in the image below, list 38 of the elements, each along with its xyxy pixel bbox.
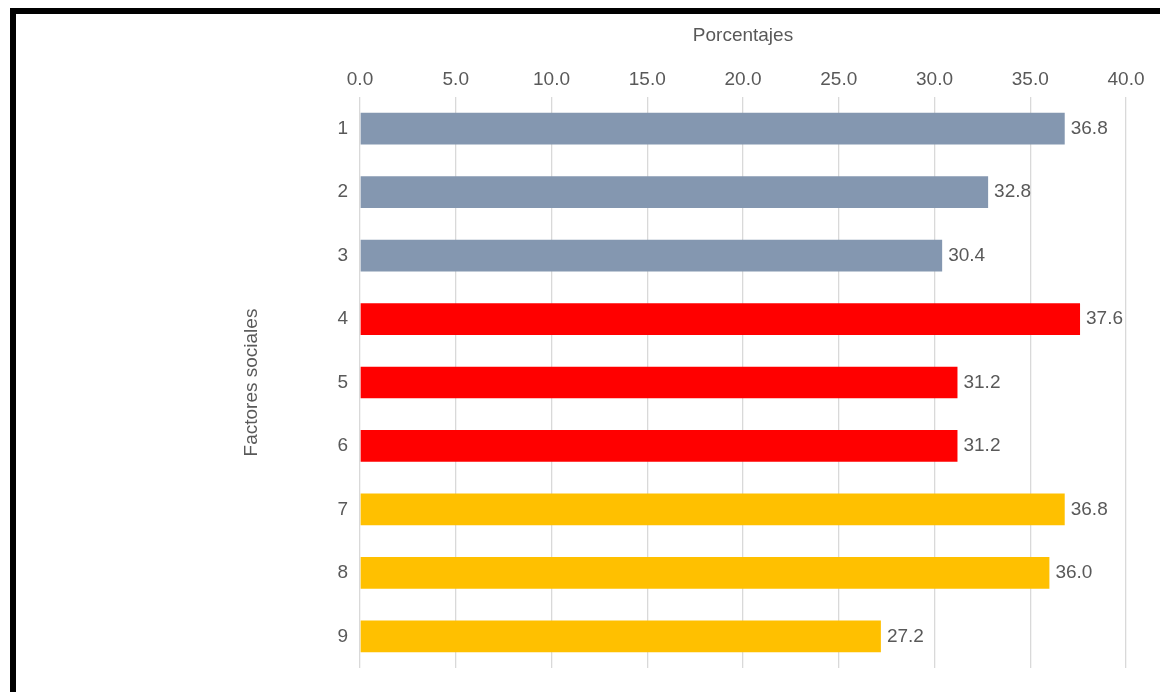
data-label: 36.8 [1070, 497, 1108, 519]
y-tick-label: 2 [337, 180, 348, 202]
data-label: 31.2 [963, 434, 1001, 456]
data-label: 27.2 [886, 624, 924, 646]
y-tick-label: 9 [337, 624, 348, 646]
bar [360, 620, 881, 653]
y-tick-label: 6 [337, 434, 348, 456]
x-tick-label: 25.0 [820, 67, 858, 89]
bar [360, 176, 989, 209]
data-label: 32.8 [994, 180, 1032, 202]
bar [360, 493, 1065, 526]
bar [360, 112, 1065, 145]
x-tick-label: 40.0 [1107, 67, 1145, 89]
y-tick-label: 5 [337, 370, 348, 392]
y-tick-label: 3 [337, 243, 348, 265]
data-label: 31.2 [963, 370, 1001, 392]
bar [360, 556, 1050, 589]
x-tick-label: 30.0 [916, 67, 953, 89]
y-tick-label: 1 [337, 116, 348, 138]
x-axis-title: Porcentajes [692, 23, 794, 45]
bar [360, 239, 943, 272]
y-tick-label: 8 [337, 561, 348, 583]
bar [360, 430, 958, 462]
x-tick-label: 5.0 [442, 67, 469, 89]
y-tick-label: 7 [337, 497, 348, 519]
bar [360, 303, 1081, 335]
x-tick-label: 15.0 [628, 67, 666, 89]
data-label: 36.8 [1070, 116, 1108, 138]
x-tick-label: 20.0 [724, 67, 762, 89]
data-label: 36.0 [1055, 561, 1093, 583]
x-tick-label: 35.0 [1011, 67, 1049, 89]
x-tick-label: 10.0 [533, 67, 570, 89]
data-label: 37.6 [1086, 307, 1124, 329]
bar [360, 366, 958, 399]
data-label: 30.4 [948, 243, 986, 265]
x-tick-label: 0.0 [346, 67, 374, 89]
y-axis-title: Factores sociales [239, 308, 261, 457]
y-tick-label: 4 [337, 307, 349, 329]
